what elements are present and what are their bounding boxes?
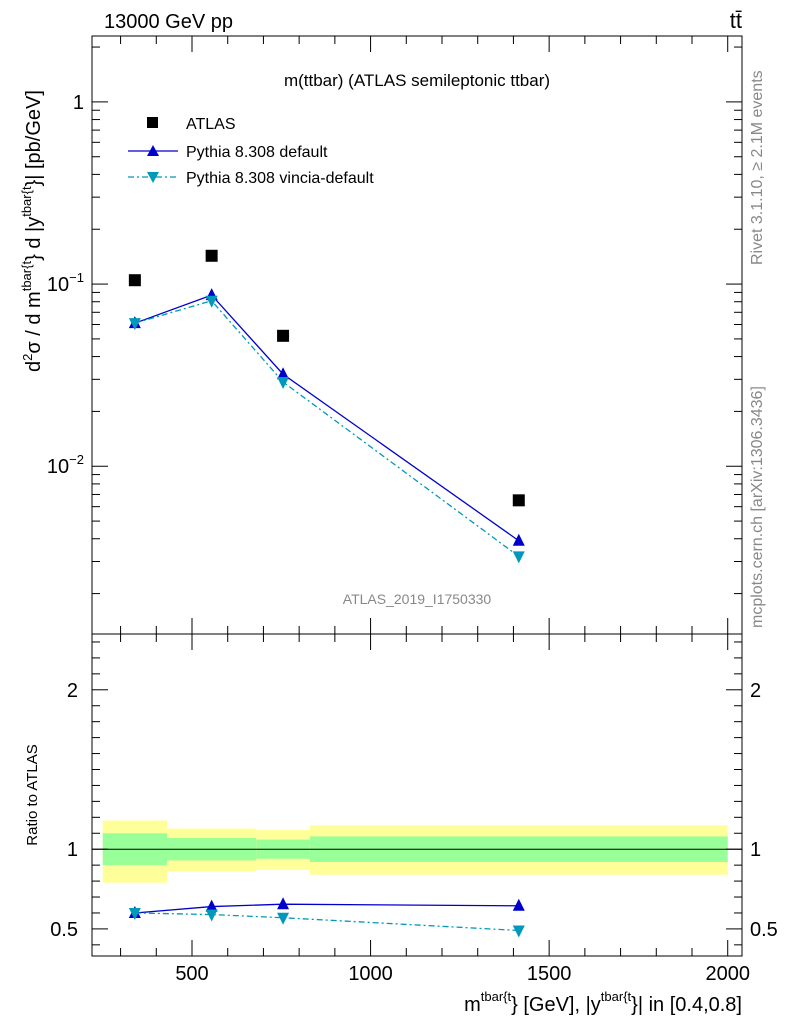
process-label: tt̄ (730, 8, 742, 33)
main-panel: 10−2 10−1 1 m(ttbar) (ATLAS semileptonic t… (47, 35, 743, 635)
legend-label-atlas: ATLAS (186, 116, 236, 133)
x-tick-label: 1500 (527, 963, 572, 985)
ratio-vincia-point (277, 912, 290, 925)
rivet-label: Rivet 3.1.10, ≥ 2.1M events (749, 70, 766, 265)
energy-label: 13000 GeV pp (104, 11, 233, 33)
watermark-label: ATLAS_2019_I1750330 (343, 591, 492, 607)
x-tick-label: 500 (175, 963, 208, 985)
vincia-series-line (134, 300, 520, 557)
ratio-data-layer (128, 897, 525, 938)
vincia-data-point (205, 295, 218, 308)
ratio-y-axis-label: Ratio to ATLAS (24, 744, 41, 845)
ratio-frame (91, 633, 743, 957)
ratio-vincia-point (205, 909, 218, 922)
ratio-y-tick-label-left: 0.5 (50, 919, 78, 941)
legend-marker-atlas (147, 117, 158, 128)
ratio-axis-ticks (92, 634, 742, 956)
ratio-y-tick-label-left: 2 (67, 680, 78, 702)
ratio-y-tick-label-right: 0.5 (750, 919, 778, 941)
default-data-point (512, 533, 525, 546)
ratio-vincia-point (128, 907, 141, 920)
main-y-tick-labels: 10−2 10−1 1 (47, 92, 84, 478)
legend-label-default: Pythia 8.308 default (186, 144, 328, 161)
x-axis-label: mtbar{t} [GeV], |ytbar{t}| in [0.4,0.8] (464, 989, 742, 1016)
main-y-tick-label: 10−1 (47, 270, 84, 296)
ratio-default-point (277, 897, 290, 910)
atlas-data-point (128, 274, 141, 287)
ratio-bands (102, 820, 728, 883)
default-series-line (134, 294, 520, 542)
ratio-default-point (205, 899, 218, 912)
default-data-point (277, 367, 290, 380)
ratio-default-point (512, 898, 525, 911)
legend-label-vincia: Pythia 8.308 vincia-default (186, 170, 374, 187)
ratio-default-line (134, 903, 519, 914)
legend: ATLAS Pythia 8.308 default Pythia 8.308 … (128, 116, 374, 187)
x-tick-label: 1000 (348, 963, 393, 985)
main-y-tick-label: 1 (73, 92, 84, 114)
ratio-tick-labels: 0.5 0.5 1 1 2 2 500 1000 1500 2000 (50, 680, 778, 985)
vincia-data-point (277, 377, 290, 390)
main-data-layer (128, 249, 525, 564)
main-axis-ticks (92, 36, 742, 634)
atlas-data-point (512, 494, 525, 507)
legend-marker-default (147, 145, 159, 156)
mcplots-label: mcplots.cern.ch [arXiv:1306.3436] (749, 386, 766, 628)
ratio-y-tick-label-right: 2 (750, 680, 761, 702)
ratio-y-tick-label-left: 1 (67, 839, 78, 861)
main-y-axis-label: d2σ / d mtbar{t} d |ytbar{t}| [pb/GeV] (19, 90, 45, 372)
x-tick-label: 2000 (705, 963, 750, 985)
ratio-y-tick-label-right: 1 (750, 839, 761, 861)
ratio-vincia-point (512, 925, 525, 938)
main-y-tick-label: 10−2 (47, 452, 84, 478)
ratio-vincia-line (134, 912, 519, 932)
atlas-data-point (277, 329, 290, 342)
vincia-data-point (512, 551, 525, 564)
plot-title: m(ttbar) (ATLAS semileptonic ttbar) (284, 71, 550, 90)
vincia-data-point (128, 318, 141, 331)
atlas-data-point (205, 249, 218, 262)
legend-marker-vincia (147, 172, 159, 183)
ratio-panel: 0.5 0.5 1 1 2 2 500 1000 1500 2000 (50, 633, 778, 985)
